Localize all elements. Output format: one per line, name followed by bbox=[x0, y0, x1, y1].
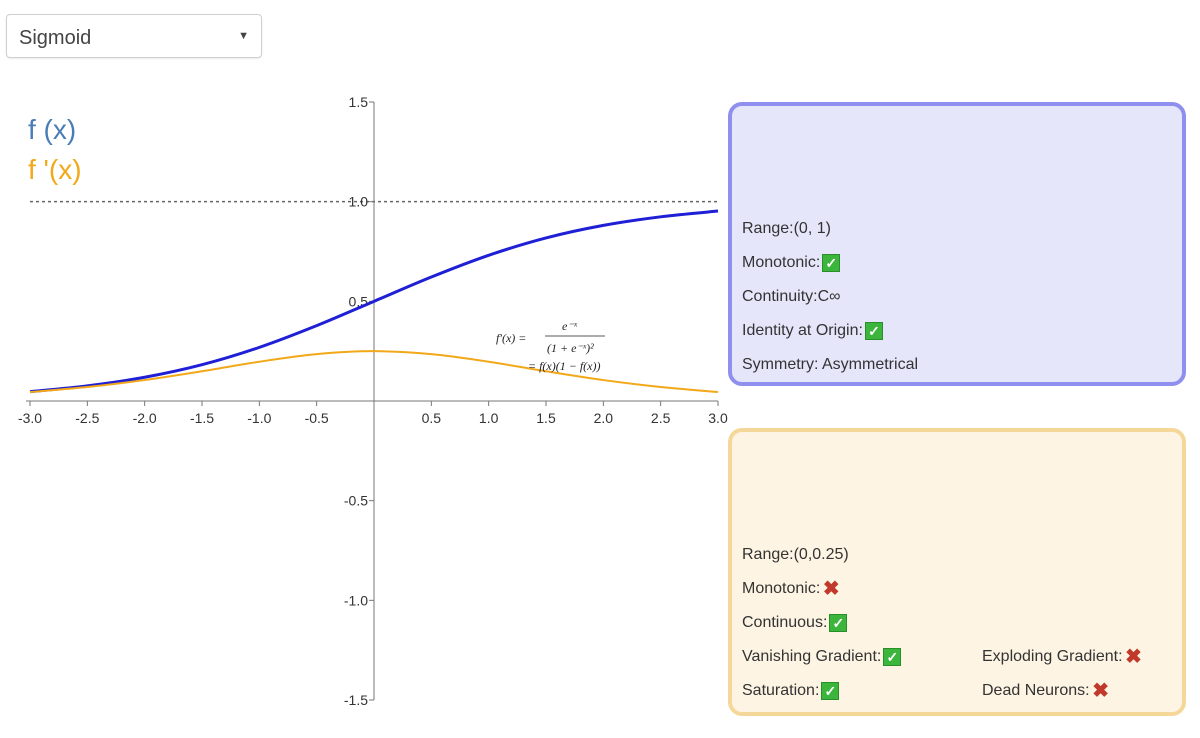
x-tick-label: -2.5 bbox=[75, 410, 99, 426]
x-tick-label: -3.0 bbox=[18, 410, 42, 426]
check-icon: ✓ bbox=[829, 614, 848, 632]
formula-lhs: f′(x) = bbox=[496, 331, 526, 345]
chart-ticks: -3.0 -2.5 -2.0 -1.5 -1.0 -0.5 0.5 1.0 1.5 2.0 2.5 3… bbox=[18, 94, 728, 708]
check-icon: ✓ bbox=[864, 322, 883, 340]
check-icon: ✓ bbox=[821, 682, 840, 700]
fx-continuity: Continuity:C∞ bbox=[742, 288, 841, 305]
chart-axes bbox=[26, 102, 718, 700]
formula-line2: = f(x)(1 − f(x)) bbox=[528, 359, 601, 373]
cross-icon: ✖ bbox=[822, 578, 840, 600]
y-tick-label: -0.5 bbox=[344, 493, 368, 509]
chart-series bbox=[29, 209, 719, 394]
fprime-range: Range:(0,0.25) bbox=[742, 546, 849, 563]
x-tick-label: -1.5 bbox=[190, 410, 214, 426]
fx-identity-at-origin: Identity at Origin: ✓ bbox=[742, 322, 883, 340]
formula-denominator: (1 + e⁻ˣ)² bbox=[547, 341, 594, 355]
y-tick-label: -1.0 bbox=[344, 592, 368, 608]
activation-function-select[interactable]: Sigmoid ▼ bbox=[6, 14, 262, 58]
fprime-monotonic: Monotonic: ✖ bbox=[742, 578, 840, 600]
y-tick-label: -1.5 bbox=[344, 692, 368, 708]
x-tick-label: -1.0 bbox=[247, 410, 271, 426]
fprime-continuous: Continuous: ✓ bbox=[742, 614, 848, 632]
check-icon: ✓ bbox=[883, 648, 902, 666]
derivative-formula: f′(x) = e⁻ˣ (1 + e⁻ˣ)² = f(x)(1 − f(x)) bbox=[496, 319, 605, 373]
cross-icon: ✖ bbox=[1092, 680, 1109, 702]
fx-properties-panel: Range:(0, 1) Monotonic: ✓ Continuity:C∞ I… bbox=[728, 102, 1186, 386]
fprime-exploding-gradient: Exploding Gradient: ✖ bbox=[982, 646, 1142, 668]
x-tick-label: 3.0 bbox=[708, 410, 728, 426]
fprime-dead-neurons: Dead Neurons: ✖ bbox=[982, 680, 1109, 702]
y-tick-label: 1.0 bbox=[349, 194, 369, 210]
select-value: Sigmoid bbox=[19, 27, 92, 49]
cross-icon: ✖ bbox=[1125, 646, 1142, 668]
fx-monotonic: Monotonic: ✓ bbox=[742, 254, 841, 272]
fx-range: Range:(0, 1) bbox=[742, 220, 831, 237]
formula-numerator: e⁻ˣ bbox=[562, 319, 578, 333]
x-tick-label: 2.0 bbox=[594, 410, 614, 426]
check-icon: ✓ bbox=[822, 254, 841, 272]
x-tick-label: 1.0 bbox=[479, 410, 499, 426]
series-fx-line bbox=[29, 209, 719, 394]
fx-symmetry: Symmetry: Asymmetrical bbox=[742, 356, 919, 373]
x-tick-label: 2.5 bbox=[651, 410, 671, 426]
legend-fx: f (x) bbox=[28, 114, 77, 145]
x-tick-label: -2.0 bbox=[133, 410, 157, 426]
series-fprime-line bbox=[29, 350, 719, 394]
x-tick-label: -0.5 bbox=[305, 410, 329, 426]
x-tick-label: 0.5 bbox=[422, 410, 442, 426]
caret-down-icon: ▼ bbox=[238, 30, 249, 42]
fprime-properties-panel: Range:(0,0.25) Monotonic: ✖ Continuous: ✓ … bbox=[728, 428, 1186, 716]
activation-chart: -3.0 -2.5 -2.0 -1.5 -1.0 -0.5 0.5 1.0 1.5 2.0 2.5 3… bbox=[18, 94, 728, 708]
fprime-vanishing-gradient: Vanishing Gradient: ✓ bbox=[742, 648, 902, 666]
fprime-saturation: Saturation: ✓ bbox=[742, 682, 840, 700]
y-tick-label: 1.5 bbox=[349, 94, 369, 110]
legend-fprime: f '(x) bbox=[28, 154, 82, 185]
x-tick-label: 1.5 bbox=[536, 410, 556, 426]
